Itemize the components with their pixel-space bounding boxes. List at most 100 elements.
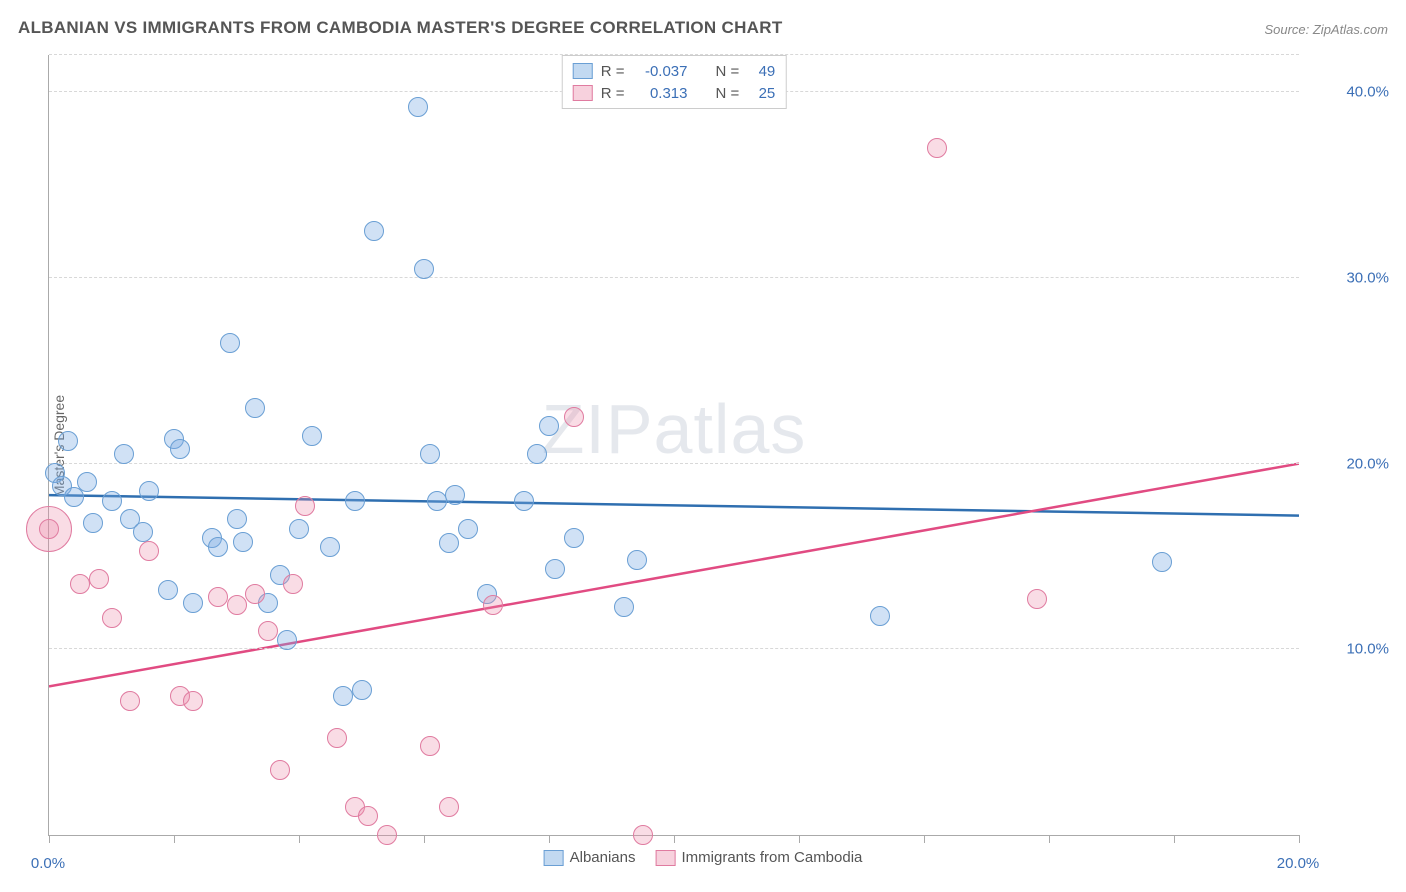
gridline (49, 463, 1299, 464)
scatter-point (333, 686, 353, 706)
scatter-point (120, 691, 140, 711)
scatter-point (458, 519, 478, 539)
legend-stats-box: R =-0.037N =49R =0.313N =25 (562, 55, 787, 109)
scatter-point (420, 736, 440, 756)
scatter-point (89, 569, 109, 589)
scatter-point (564, 528, 584, 548)
scatter-point (364, 221, 384, 241)
y-tick-label: 10.0% (1309, 641, 1389, 658)
scatter-point (139, 481, 159, 501)
scatter-point (614, 597, 634, 617)
scatter-point (114, 444, 134, 464)
x-tick (299, 835, 300, 843)
y-tick-label: 30.0% (1309, 269, 1389, 286)
scatter-point (139, 541, 159, 561)
scatter-point (183, 691, 203, 711)
scatter-point (408, 97, 428, 117)
scatter-point (1152, 552, 1172, 572)
scatter-point (270, 760, 290, 780)
scatter-point (377, 825, 397, 845)
source-label: Source: ZipAtlas.com (1264, 22, 1388, 37)
trend-lines (49, 55, 1299, 835)
legend-stats-row: R =0.313N =25 (573, 82, 776, 104)
scatter-point (77, 472, 97, 492)
scatter-point (39, 519, 59, 539)
legend-swatch (573, 85, 593, 101)
scatter-point (208, 587, 228, 607)
scatter-point (514, 491, 534, 511)
scatter-point (133, 522, 153, 542)
legend-label: Immigrants from Cambodia (682, 849, 863, 866)
scatter-point (227, 595, 247, 615)
scatter-point (633, 825, 653, 845)
scatter-point (870, 606, 890, 626)
scatter-point (427, 491, 447, 511)
scatter-point (483, 595, 503, 615)
legend-item: Albanians (544, 849, 636, 866)
watermark: ZIPatlas (542, 389, 807, 469)
scatter-point (545, 559, 565, 579)
scatter-point (927, 138, 947, 158)
scatter-point (158, 580, 178, 600)
legend-stats-row: R =-0.037N =49 (573, 60, 776, 82)
scatter-point (102, 608, 122, 628)
scatter-point (302, 426, 322, 446)
legend-swatch (544, 850, 564, 866)
scatter-point (320, 537, 340, 557)
scatter-point (245, 398, 265, 418)
scatter-point (283, 574, 303, 594)
scatter-point (220, 333, 240, 353)
scatter-point (439, 533, 459, 553)
legend-bottom: Albanians Immigrants from Cambodia (544, 849, 863, 866)
chart-title: ALBANIAN VS IMMIGRANTS FROM CAMBODIA MAS… (18, 18, 783, 38)
plot-area: ZIPatlas R =-0.037N =49R =0.313N =25 10.… (48, 55, 1299, 836)
y-tick-label: 40.0% (1309, 84, 1389, 101)
scatter-point (358, 806, 378, 826)
legend-item: Immigrants from Cambodia (656, 849, 863, 866)
scatter-point (439, 797, 459, 817)
scatter-point (258, 621, 278, 641)
scatter-point (352, 680, 372, 700)
x-tick (799, 835, 800, 843)
scatter-point (527, 444, 547, 464)
scatter-point (420, 444, 440, 464)
scatter-point (183, 593, 203, 613)
x-tick (49, 835, 50, 843)
x-tick (1049, 835, 1050, 843)
scatter-point (445, 485, 465, 505)
legend-swatch (573, 63, 593, 79)
scatter-point (245, 584, 265, 604)
x-tick (1174, 835, 1175, 843)
x-tick (924, 835, 925, 843)
legend-swatch (656, 850, 676, 866)
x-tick-label: 20.0% (1277, 855, 1320, 872)
scatter-point (102, 491, 122, 511)
scatter-point (414, 259, 434, 279)
scatter-point (327, 728, 347, 748)
x-tick (174, 835, 175, 843)
scatter-point (345, 491, 365, 511)
gridline (49, 648, 1299, 649)
x-tick (424, 835, 425, 843)
gridline (49, 277, 1299, 278)
scatter-point (83, 513, 103, 533)
scatter-point (58, 431, 78, 451)
scatter-point (295, 496, 315, 516)
scatter-point (564, 407, 584, 427)
y-tick-label: 20.0% (1309, 455, 1389, 472)
scatter-point (1027, 589, 1047, 609)
x-tick (674, 835, 675, 843)
scatter-point (170, 439, 190, 459)
scatter-point (227, 509, 247, 529)
scatter-point (289, 519, 309, 539)
scatter-point (539, 416, 559, 436)
legend-label: Albanians (570, 849, 636, 866)
x-tick (549, 835, 550, 843)
scatter-point (233, 532, 253, 552)
scatter-point (208, 537, 228, 557)
x-tick-label: 0.0% (31, 855, 65, 872)
scatter-point (70, 574, 90, 594)
scatter-point (277, 630, 297, 650)
x-tick (1299, 835, 1300, 843)
scatter-point (627, 550, 647, 570)
